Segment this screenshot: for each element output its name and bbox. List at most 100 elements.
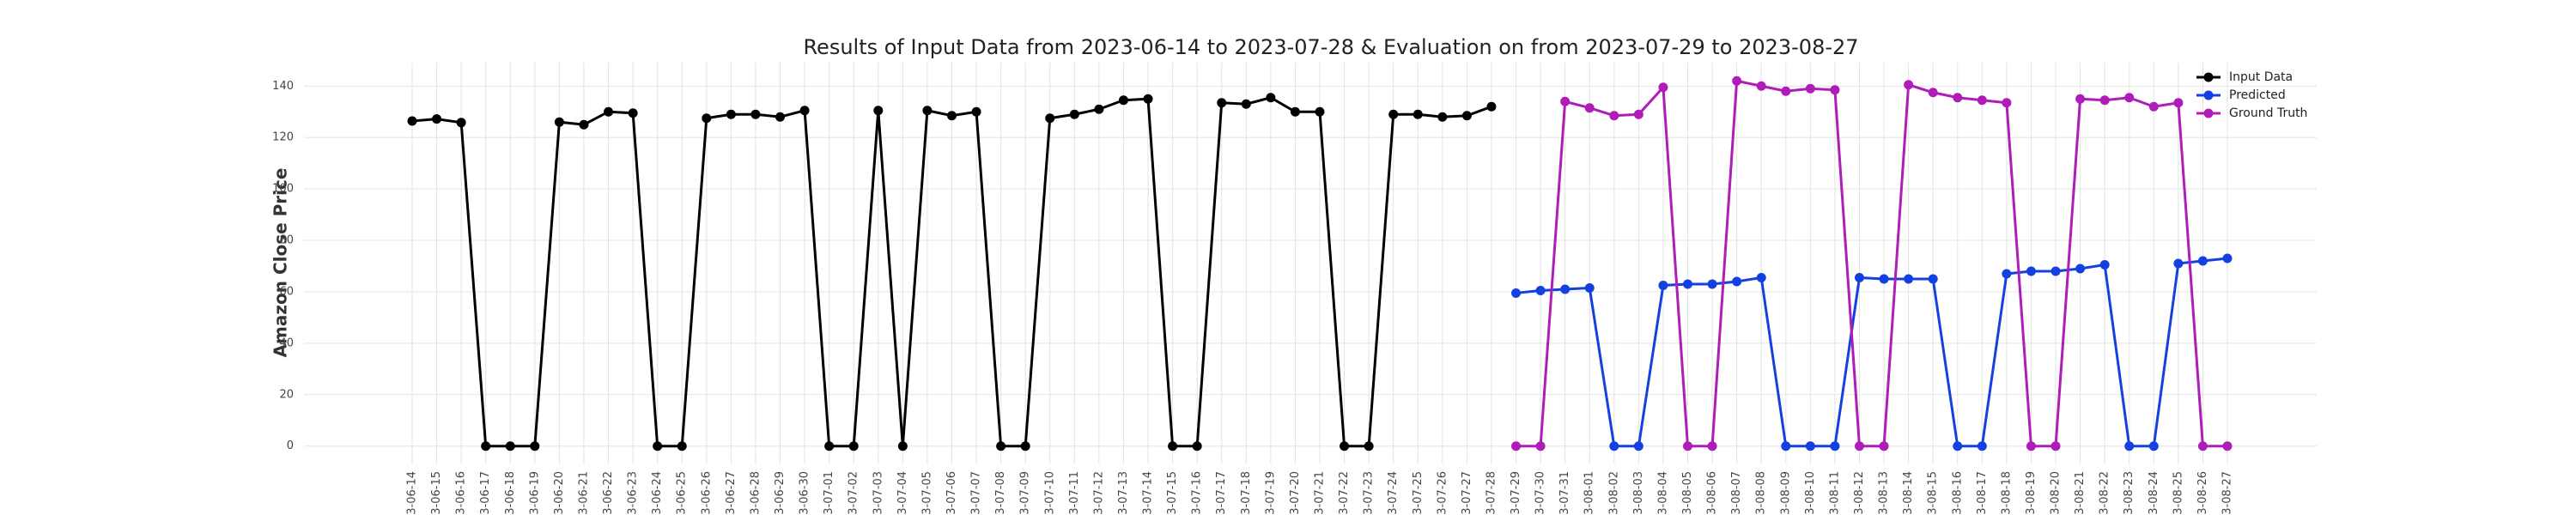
data-point: [1879, 441, 1889, 451]
data-point: [1535, 285, 1546, 295]
x-tick-label: 2023-07-05: [920, 471, 933, 515]
data-point: [799, 106, 810, 116]
x-tick-label: 2023-07-21: [1314, 471, 1327, 515]
x-tick-label: 2023-08-22: [2099, 471, 2111, 515]
data-point: [1609, 111, 1619, 121]
x-tick-label: 2023-07-25: [1412, 471, 1425, 515]
data-point: [1830, 85, 1840, 95]
data-point: [2222, 441, 2233, 451]
data-point: [2002, 269, 2012, 279]
x-tick-label: 2023-08-09: [1779, 471, 1792, 515]
data-point: [1805, 441, 1815, 451]
data-point: [1781, 86, 1791, 96]
x-tick-label: 2023-07-10: [1043, 471, 1056, 515]
data-point: [996, 441, 1006, 451]
legend-marker: [2203, 72, 2214, 82]
x-tick-label: 2023-06-20: [553, 471, 566, 515]
data-point: [1879, 274, 1889, 284]
data-point: [2222, 253, 2233, 264]
x-tick-label: 2023-08-13: [1878, 471, 1891, 515]
x-tick-label: 2023-08-07: [1730, 471, 1743, 515]
x-tick-label: 2023-08-02: [1607, 471, 1620, 515]
data-point: [1486, 101, 1497, 112]
data-point: [1854, 441, 1864, 451]
x-tick-label: 2023-06-24: [651, 471, 664, 515]
x-tick-label: 2023-08-18: [2000, 471, 2013, 515]
data-point: [2148, 101, 2159, 112]
data-point: [1094, 104, 1104, 114]
data-point: [1854, 272, 1864, 282]
data-point: [2148, 441, 2159, 451]
y-tick-label: 120: [272, 131, 294, 144]
data-point: [1977, 95, 1987, 106]
data-point: [1830, 441, 1840, 451]
data-point: [1168, 441, 1178, 451]
data-point: [481, 441, 491, 451]
data-point: [1609, 441, 1619, 451]
x-tick-label: 2023-06-17: [479, 471, 492, 515]
data-point: [1928, 88, 1938, 98]
data-point: [726, 109, 736, 119]
data-point: [946, 111, 957, 121]
data-point: [1217, 98, 1227, 108]
x-tick-label: 2023-06-23: [627, 471, 640, 515]
data-point: [456, 118, 466, 128]
data-point: [432, 114, 442, 124]
data-point: [2050, 266, 2061, 276]
x-tick-label: 2023-07-24: [1387, 471, 1400, 515]
data-point: [2075, 264, 2086, 274]
x-tick-label: 2023-08-04: [1656, 471, 1669, 515]
data-point: [1732, 76, 1742, 86]
x-tick-label: 2023-06-21: [577, 471, 590, 515]
data-point: [2124, 441, 2135, 451]
data-point: [1977, 441, 1987, 451]
x-tick-label: 2023-07-09: [1019, 471, 1032, 515]
data-point: [750, 109, 761, 119]
legend-label: Input Data: [2229, 70, 2293, 84]
x-tick-label: 2023-07-06: [945, 471, 958, 515]
x-tick-label: 2023-06-19: [528, 471, 541, 515]
x-tick-label: 2023-07-08: [994, 471, 1007, 515]
x-tick-label: 2023-06-28: [749, 471, 762, 515]
y-tick-label: 100: [272, 183, 294, 196]
data-point: [1732, 276, 1742, 287]
x-tick-label: 2023-07-03: [872, 471, 884, 515]
data-point: [1633, 441, 1643, 451]
data-point: [1364, 441, 1374, 451]
legend-label: Predicted: [2229, 88, 2286, 102]
data-point: [554, 117, 564, 127]
x-tick-label: 2023-07-02: [848, 471, 860, 515]
x-tick-label: 2023-07-15: [1166, 471, 1179, 515]
data-point: [1192, 441, 1202, 451]
x-tick-label: 2023-06-16: [455, 471, 468, 515]
x-tick-label: 2023-07-18: [1240, 471, 1253, 515]
data-point: [1069, 109, 1079, 119]
data-point: [1020, 441, 1030, 451]
x-tick-label: 2023-07-17: [1215, 471, 1228, 515]
data-point: [922, 106, 933, 116]
data-point: [1658, 82, 1668, 93]
x-tick-label: 2023-06-25: [676, 471, 689, 515]
x-tick-label: 2023-07-22: [1338, 471, 1351, 515]
data-point: [1045, 113, 1055, 124]
x-tick-label: 2023-07-14: [1142, 471, 1155, 515]
x-tick-label: 2023-08-03: [1632, 471, 1645, 515]
x-tick-label: 2023-08-26: [2196, 471, 2209, 515]
data-point: [2026, 441, 2036, 451]
x-tick-label: 2023-08-05: [1681, 471, 1694, 515]
data-point: [1904, 274, 1914, 284]
data-point: [1805, 83, 1815, 94]
x-tick-label: 2023-06-30: [799, 471, 811, 515]
data-point: [1683, 279, 1693, 289]
data-point: [1535, 441, 1546, 451]
x-tick-label: 2023-08-15: [1927, 471, 1940, 515]
x-tick-label: 2023-08-16: [1951, 471, 1964, 515]
data-point: [1388, 109, 1399, 119]
x-tick-label: 2023-08-14: [1902, 471, 1915, 515]
data-point: [1143, 94, 1153, 104]
data-point: [1707, 279, 1717, 289]
data-point: [2099, 95, 2110, 106]
x-tick-label: 2023-07-27: [1461, 471, 1473, 515]
data-point: [1928, 274, 1938, 284]
data-point: [1756, 81, 1766, 91]
